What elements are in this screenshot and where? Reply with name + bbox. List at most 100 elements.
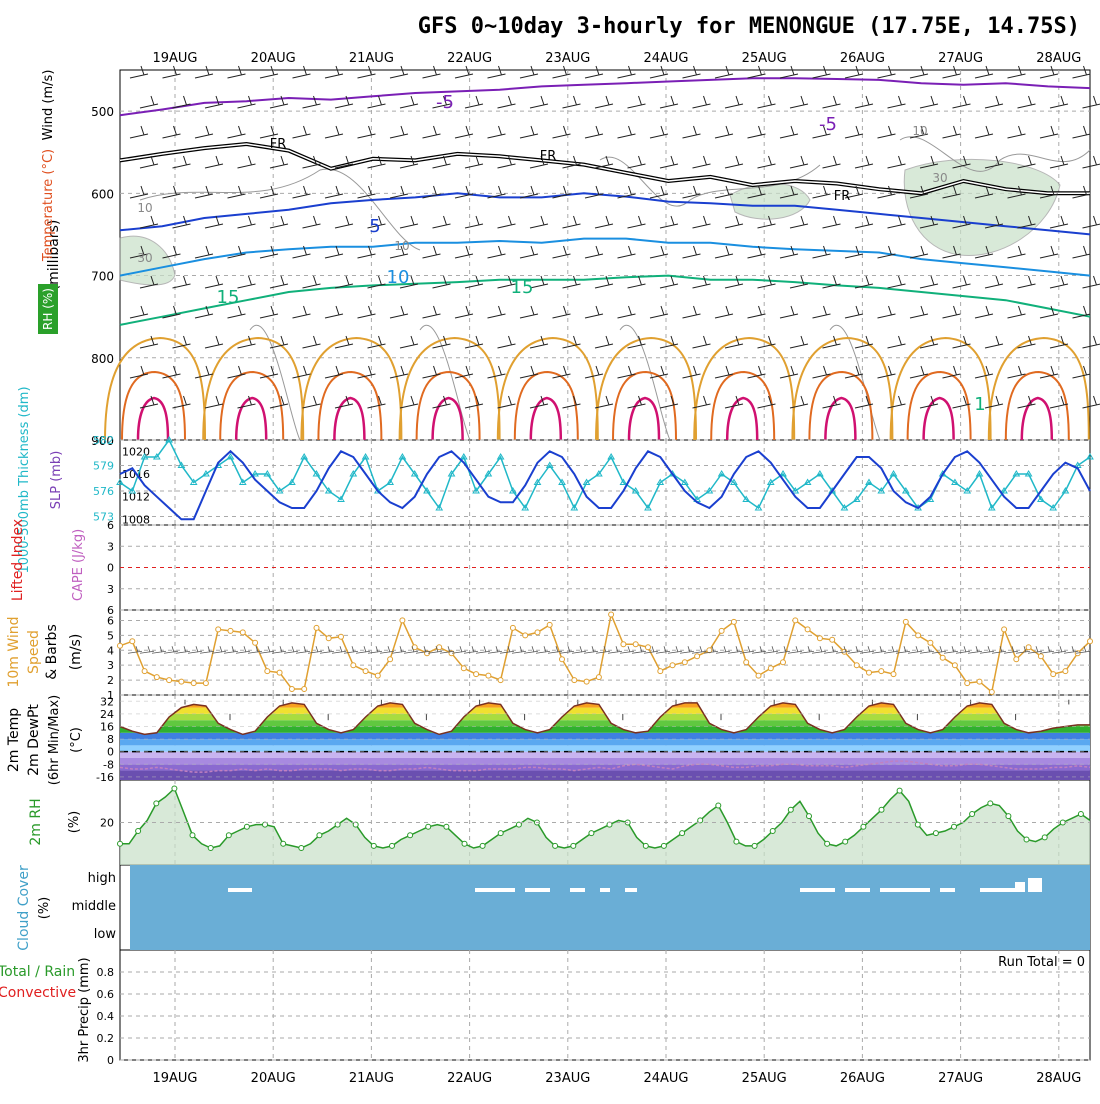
wind-speed-marker	[203, 681, 208, 686]
wind-barb-10m	[152, 646, 166, 653]
wind-barb-10m	[536, 646, 550, 653]
wind-barb	[130, 186, 148, 198]
rh-marker	[498, 831, 503, 836]
date-label-bottom: 19AUG	[152, 1071, 197, 1086]
wind-barb	[1018, 396, 1036, 408]
wind-barb-10m	[200, 646, 214, 653]
wind-barb	[748, 126, 766, 138]
wind-barb	[303, 276, 321, 288]
wind-speed-marker	[191, 681, 196, 686]
rh-marker	[1078, 812, 1083, 817]
rh-marker	[571, 843, 576, 848]
wind-barb	[1008, 126, 1026, 138]
wind-speed-marker	[523, 633, 528, 638]
wind-barb	[423, 66, 441, 78]
date-label-bottom: 25AUG	[742, 1071, 787, 1086]
wind-speed-marker	[1088, 639, 1093, 644]
wind-speed-marker	[609, 612, 614, 617]
rh-marker	[172, 786, 177, 791]
wind-barb	[390, 66, 408, 78]
wind-barb	[953, 96, 971, 108]
temp-tick-label: 0	[107, 746, 114, 759]
slp-tick-label: 1012	[122, 491, 150, 504]
wind-barb-10m	[668, 646, 682, 653]
wind-barb	[985, 336, 1003, 348]
wind-barb	[585, 126, 603, 138]
wind-barb	[1073, 246, 1091, 258]
date-label-top: 20AUG	[251, 51, 296, 66]
wind-speed-marker	[339, 634, 344, 639]
wind-barb	[920, 396, 938, 408]
wind-barb-10m	[1040, 646, 1054, 653]
isotherm-20-loop	[400, 338, 500, 440]
wind-speed-marker	[756, 673, 761, 678]
wind-barb-10m	[284, 646, 298, 653]
rh-marker	[643, 843, 648, 848]
temp-tick-label: 8	[107, 733, 114, 746]
rh-marker	[154, 801, 159, 806]
wind-barb-10m	[956, 646, 970, 653]
wind-barb	[390, 366, 408, 378]
pressure-tick-label: 500	[91, 105, 114, 119]
wind10-label-a: 10m Wind	[6, 616, 22, 687]
wind-barb	[520, 366, 538, 378]
rh-marker	[897, 788, 902, 793]
wind-barb	[488, 246, 506, 258]
wind-barb	[1073, 126, 1091, 138]
wind-barb	[693, 156, 711, 168]
temp-band	[120, 739, 1090, 745]
rh-marker	[825, 841, 830, 846]
wind-speed-marker	[965, 681, 970, 686]
wind-barb-10m	[512, 646, 526, 653]
wind-barb-10m	[1052, 646, 1066, 653]
wind-speed-marker	[142, 669, 147, 674]
wind-barb	[585, 246, 603, 258]
wind-barb	[465, 216, 483, 228]
wind-barb	[195, 66, 213, 78]
high-cloud-bar	[980, 888, 1020, 892]
rh-marker	[226, 833, 231, 838]
rh-marker	[317, 833, 322, 838]
wind-barb	[628, 156, 646, 168]
wind-barb	[790, 336, 808, 348]
rh-marker	[1006, 814, 1011, 819]
wind-barb	[748, 306, 766, 318]
wind-barb	[758, 156, 776, 168]
wind-barb	[985, 396, 1003, 408]
wind-barb-10m	[524, 646, 538, 653]
wind-speed-marker	[326, 636, 331, 641]
wind-speed-marker	[633, 642, 638, 647]
wind-barb	[455, 366, 473, 378]
rh-marker	[136, 829, 141, 834]
wind-barb	[465, 396, 483, 408]
wind-barb	[975, 126, 993, 138]
wind-barb-10m	[788, 646, 802, 653]
wind-barb	[683, 246, 701, 258]
wind-barb	[520, 186, 538, 198]
wind-barb-10m	[464, 646, 478, 653]
wind-speed-marker	[265, 669, 270, 674]
wind-tick-label: 2	[107, 674, 114, 687]
wind-barb	[813, 66, 831, 78]
wind-speed-marker	[437, 645, 442, 650]
wind-barb	[595, 336, 613, 348]
contour-label: 1	[974, 394, 985, 415]
precip-tick-label: 0.6	[97, 988, 115, 1001]
wind-speed-marker	[989, 690, 994, 695]
isotherm--5	[120, 78, 1090, 115]
wind-barb	[163, 366, 181, 378]
wind-barb	[293, 306, 311, 318]
rh-marker	[1024, 837, 1029, 842]
date-label-bottom: 21AUG	[349, 1071, 394, 1086]
wind-speed-marker	[216, 627, 221, 632]
wind-speed-marker	[1038, 654, 1043, 659]
temp-band	[120, 701, 1090, 707]
wind-speed-marker	[277, 670, 282, 675]
wind-speed-marker	[1014, 657, 1019, 662]
wind-speed-marker	[240, 630, 245, 635]
wind-barb	[715, 306, 733, 318]
cloud-level-label: high	[88, 871, 116, 886]
wind-tick-label: 3	[107, 659, 114, 672]
temp-band	[120, 733, 1090, 739]
